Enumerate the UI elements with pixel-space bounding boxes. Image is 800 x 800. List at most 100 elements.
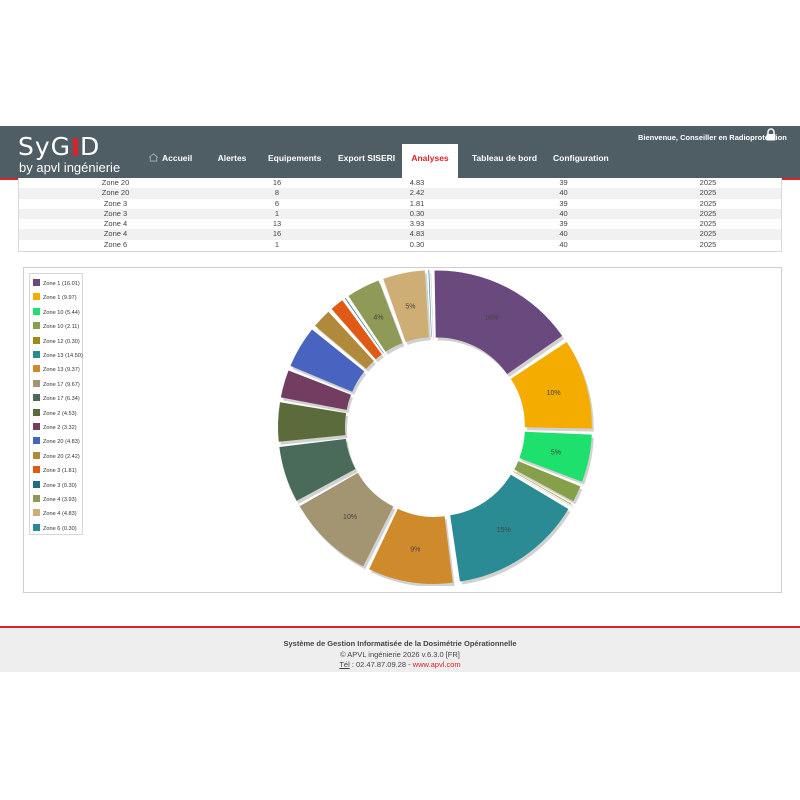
nav-export-siseri[interactable]: Export SISERI bbox=[338, 153, 396, 163]
logo-subtitle: by apvl ingénierie bbox=[19, 160, 121, 175]
donut-slice[interactable] bbox=[383, 270, 429, 342]
lock-icon[interactable] bbox=[765, 128, 777, 141]
table-cell: Zone 3 bbox=[103, 198, 128, 208]
donut-slice[interactable] bbox=[280, 370, 351, 410]
legend-label: Zone 20 (4.83) bbox=[43, 439, 80, 446]
donut-slice[interactable] bbox=[278, 402, 347, 442]
slice-label: 10% bbox=[547, 390, 561, 397]
legend-swatch bbox=[33, 523, 40, 531]
legend-swatch bbox=[33, 379, 40, 387]
legend-swatch bbox=[33, 495, 40, 502]
legend-swatch bbox=[33, 365, 40, 373]
legend-item[interactable]: Zone 20 (4.83) bbox=[33, 437, 80, 447]
donut-slice-shadow bbox=[515, 474, 574, 508]
legend-swatch bbox=[33, 480, 40, 488]
legend-item[interactable]: Zone 10 (5.44) bbox=[33, 307, 80, 318]
legend-label: Zone 13 (9.37) bbox=[43, 367, 80, 374]
legend-item[interactable]: Zone 4 (3.93) bbox=[33, 495, 77, 505]
table-row: Zone 4 16 4.83 40 2025 bbox=[19, 229, 781, 240]
legend-item[interactable]: Zone 1 (16.01) bbox=[33, 279, 80, 289]
donut-slice[interactable] bbox=[299, 472, 394, 567]
legend-label: Zone 2 (3.32) bbox=[43, 425, 77, 431]
legend-item[interactable]: Zone 13 (14.50) bbox=[33, 351, 83, 361]
slice-label: 5% bbox=[405, 303, 415, 310]
donut-slice[interactable] bbox=[331, 300, 382, 360]
nav-equipements[interactable]: Equipements bbox=[268, 153, 322, 163]
logo-red-bar bbox=[73, 138, 79, 156]
donut-slice[interactable] bbox=[290, 329, 365, 392]
nav-tableau-de-bord[interactable]: Tableau de bord bbox=[472, 153, 538, 163]
nav-alertes[interactable]: Alertes bbox=[217, 153, 247, 163]
legend-swatch bbox=[33, 293, 40, 301]
table-cell: 0.30 bbox=[409, 239, 425, 249]
slice-label: 5% bbox=[551, 449, 561, 456]
table-cell: 0.30 bbox=[342, 208, 492, 220]
legend-item[interactable]: Zone 2 (3.32) bbox=[33, 423, 77, 433]
legend-swatch bbox=[33, 307, 40, 315]
legend-label: Zone 20 (2.42) bbox=[43, 453, 80, 460]
legend-item[interactable]: Zone 20 (2.42) bbox=[33, 451, 80, 462]
table-cell: 2025 bbox=[699, 198, 717, 208]
legend-item[interactable]: Zone 12 (0.30) bbox=[33, 336, 80, 347]
footer-contact: Tél : 02.47.87.09.28 - www.apvl.com bbox=[0, 660, 800, 669]
legend-swatch bbox=[33, 279, 40, 286]
table-row: Zone 3 1 0.30 40 2025 bbox=[19, 208, 781, 220]
slice-label: 4% bbox=[373, 315, 383, 322]
legend-item[interactable]: Zone 3 (1.81) bbox=[33, 466, 77, 476]
legend-label: Zone 10 (5.44) bbox=[43, 309, 80, 316]
legend-item[interactable]: Zone 10 (2.11) bbox=[33, 322, 79, 332]
table-cell: 1 bbox=[274, 239, 280, 249]
footer-website-link[interactable]: www.apvl.com bbox=[412, 660, 461, 669]
legend-item[interactable]: Zone 13 (9.37) bbox=[33, 365, 80, 375]
footer-copyright: © APVL ingénierie 2026 v.6.3.0 [FR] bbox=[340, 650, 460, 659]
donut-slice[interactable] bbox=[369, 508, 453, 584]
table-cell: Zone 4 bbox=[103, 219, 128, 229]
legend-label: Zone 6 (0.30) bbox=[43, 525, 77, 532]
donut-slice[interactable] bbox=[428, 270, 432, 338]
table-cell: 2025 bbox=[699, 178, 717, 187]
donut-slice[interactable] bbox=[279, 438, 356, 501]
sygid-logo[interactable]: SyG D by apvl ingénierie bbox=[18, 133, 138, 177]
slice-label: 15% bbox=[497, 527, 511, 534]
donut-slice[interactable] bbox=[450, 474, 569, 582]
table-cell: Zone 3 bbox=[19, 208, 212, 220]
donut-slice[interactable] bbox=[315, 311, 374, 369]
legend-swatch bbox=[33, 423, 40, 430]
legend-label: Zone 12 (0.30) bbox=[43, 338, 80, 345]
legend-item[interactable]: Zone 1 (9.97) bbox=[33, 293, 77, 303]
donut-slice[interactable] bbox=[344, 297, 384, 354]
legend-item[interactable]: Zone 4 (4.83) bbox=[33, 509, 77, 519]
table-cell: 4.83 bbox=[409, 178, 425, 187]
legend-item[interactable]: Zone 3 (0.30) bbox=[33, 480, 77, 491]
donut-slice-shadow bbox=[430, 273, 434, 341]
legend-item[interactable]: Zone 17 (6.34) bbox=[33, 394, 80, 404]
nav-analyses[interactable]: Analyses bbox=[402, 144, 458, 179]
slice-label: 9% bbox=[410, 546, 420, 553]
legend-item[interactable]: Zone 6 (0.30) bbox=[33, 523, 77, 534]
legend-label: Zone 4 (3.93) bbox=[43, 497, 77, 503]
donut-slice[interactable] bbox=[348, 280, 403, 352]
legend-label: Zone 10 (2.11) bbox=[43, 324, 80, 331]
table-cell: 39 bbox=[559, 219, 568, 229]
table-cell: 2025 bbox=[635, 208, 781, 220]
nav-accueil[interactable]: Accueil bbox=[148, 145, 200, 180]
legend-swatch bbox=[33, 437, 40, 445]
legend-swatch bbox=[33, 466, 40, 474]
nav-configuration[interactable]: Configuration bbox=[553, 153, 609, 163]
legend-item[interactable]: Zone 17 (9.67) bbox=[33, 379, 80, 390]
donut-slice[interactable] bbox=[514, 461, 581, 502]
slice-label: 16% bbox=[484, 315, 498, 322]
legend-label: Zone 2 (4.53) bbox=[43, 410, 77, 417]
table-cell: Zone 20 bbox=[19, 188, 212, 199]
legend-item[interactable]: Zone 2 (4.53) bbox=[33, 408, 77, 419]
legend-swatch bbox=[33, 336, 40, 344]
donut-slice[interactable] bbox=[434, 270, 563, 375]
legend-swatch bbox=[33, 408, 40, 416]
donut-slice[interactable] bbox=[513, 471, 572, 505]
legend-swatch bbox=[33, 451, 40, 459]
legend-label: Zone 17 (6.34) bbox=[43, 396, 80, 403]
table-cell: 39 bbox=[559, 198, 568, 208]
donut-slice[interactable] bbox=[519, 431, 592, 482]
table-cell: Zone 6 bbox=[103, 239, 128, 249]
donut-slice[interactable] bbox=[510, 341, 592, 429]
